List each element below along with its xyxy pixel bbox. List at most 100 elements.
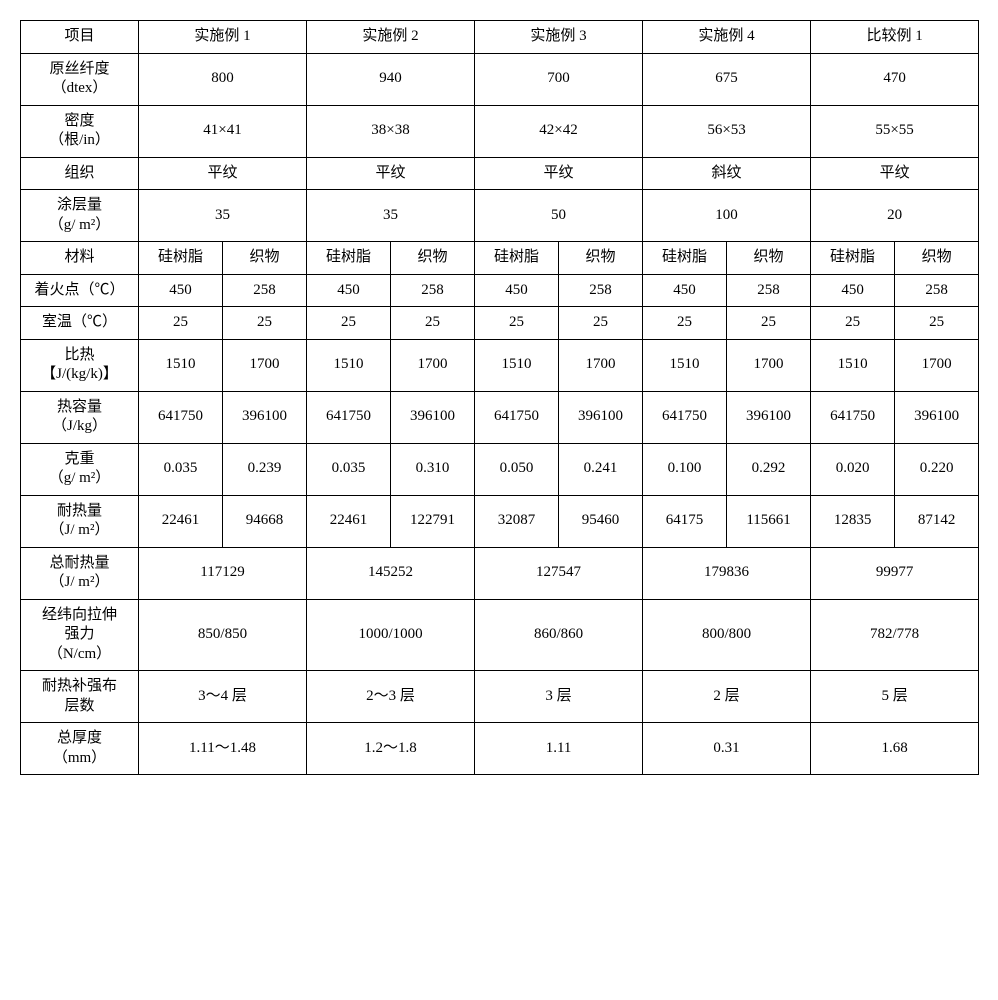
cell: 396100 (559, 391, 643, 443)
rowlabel-总耐热量: 总耐热量 （J/ m²） (21, 547, 139, 599)
cell: 1700 (727, 339, 811, 391)
rowlabel-密度: 密度 （根/in） (21, 105, 139, 157)
rowlabel-材料: 材料 (21, 242, 139, 275)
cell: 1.11～1.48 (139, 723, 307, 775)
cell: 斜纹 (643, 157, 811, 190)
cell: 1510 (475, 339, 559, 391)
cell: 95460 (559, 495, 643, 547)
cell: 1.2～1.8 (307, 723, 475, 775)
cell: 0.220 (895, 443, 979, 495)
row-密度: 密度 （根/in） 41×41 38×38 42×42 56×53 55×55 (21, 105, 979, 157)
subheader-硅树脂: 硅树脂 (475, 242, 559, 275)
cell: 470 (811, 53, 979, 105)
cell: 258 (223, 274, 307, 307)
cell: 99977 (811, 547, 979, 599)
cell: 0.310 (391, 443, 475, 495)
row-热容量: 热容量 （J/kg） 641750 396100 641750 396100 6… (21, 391, 979, 443)
rowlabel-热容量: 热容量 （J/kg） (21, 391, 139, 443)
subheader-硅树脂: 硅树脂 (139, 242, 223, 275)
cell: 25 (895, 307, 979, 340)
cell: 258 (895, 274, 979, 307)
header-实施例4: 实施例 4 (643, 21, 811, 54)
cell: 1510 (307, 339, 391, 391)
subheader-织物: 织物 (727, 242, 811, 275)
rowlabel-室温: 室温（℃） (21, 307, 139, 340)
cell: 179836 (643, 547, 811, 599)
cell: 3～4 层 (139, 671, 307, 723)
data-table: 项目 实施例 1 实施例 2 实施例 3 实施例 4 比较例 1 原丝纤度 （d… (20, 20, 979, 775)
header-实施例1: 实施例 1 (139, 21, 307, 54)
cell: 0.31 (643, 723, 811, 775)
cell: 450 (811, 274, 895, 307)
cell: 0.239 (223, 443, 307, 495)
cell: 22461 (307, 495, 391, 547)
row-总厚度: 总厚度 （mm） 1.11～1.48 1.2～1.8 1.11 0.31 1.6… (21, 723, 979, 775)
cell: 32087 (475, 495, 559, 547)
cell: 450 (643, 274, 727, 307)
cell: 940 (307, 53, 475, 105)
subheader-织物: 织物 (391, 242, 475, 275)
subheader-硅树脂: 硅树脂 (811, 242, 895, 275)
cell: 641750 (811, 391, 895, 443)
table-header-row: 项目 实施例 1 实施例 2 实施例 3 实施例 4 比较例 1 (21, 21, 979, 54)
cell: 5 层 (811, 671, 979, 723)
cell: 145252 (307, 547, 475, 599)
rowlabel-着火点: 着火点（℃） (21, 274, 139, 307)
row-克重: 克重 （g/ m²） 0.035 0.239 0.035 0.310 0.050… (21, 443, 979, 495)
cell: 122791 (391, 495, 475, 547)
cell: 1.11 (475, 723, 643, 775)
cell: 396100 (391, 391, 475, 443)
cell: 700 (475, 53, 643, 105)
header-实施例2: 实施例 2 (307, 21, 475, 54)
row-耐热量: 耐热量 （J/ m²） 22461 94668 22461 122791 320… (21, 495, 979, 547)
cell: 450 (475, 274, 559, 307)
cell: 56×53 (643, 105, 811, 157)
cell: 25 (811, 307, 895, 340)
cell: 25 (223, 307, 307, 340)
cell: 860/860 (475, 599, 643, 671)
header-比较例1: 比较例 1 (811, 21, 979, 54)
cell: 641750 (643, 391, 727, 443)
rowlabel-组织: 组织 (21, 157, 139, 190)
subheader-织物: 织物 (895, 242, 979, 275)
cell: 641750 (475, 391, 559, 443)
cell: 115661 (727, 495, 811, 547)
header-项目: 项目 (21, 21, 139, 54)
row-室温: 室温（℃） 25 25 25 25 25 25 25 25 25 25 (21, 307, 979, 340)
cell: 1700 (559, 339, 643, 391)
cell: 25 (727, 307, 811, 340)
cell: 25 (307, 307, 391, 340)
cell: 1700 (391, 339, 475, 391)
cell: 1700 (895, 339, 979, 391)
cell: 64175 (643, 495, 727, 547)
cell: 2 层 (643, 671, 811, 723)
cell: 782/778 (811, 599, 979, 671)
row-涂层量: 涂层量 （g/ m²） 35 35 50 100 20 (21, 190, 979, 242)
rowlabel-克重: 克重 （g/ m²） (21, 443, 139, 495)
rowlabel-总厚度: 总厚度 （mm） (21, 723, 139, 775)
cell: 396100 (895, 391, 979, 443)
cell: 0.292 (727, 443, 811, 495)
cell: 258 (559, 274, 643, 307)
cell: 450 (307, 274, 391, 307)
rowlabel-原丝纤度: 原丝纤度 （dtex） (21, 53, 139, 105)
cell: 38×38 (307, 105, 475, 157)
subheader-硅树脂: 硅树脂 (643, 242, 727, 275)
cell: 1.68 (811, 723, 979, 775)
cell: 25 (559, 307, 643, 340)
cell: 1510 (139, 339, 223, 391)
cell: 42×42 (475, 105, 643, 157)
cell: 25 (139, 307, 223, 340)
cell: 2～3 层 (307, 671, 475, 723)
row-材料: 材料 硅树脂 织物 硅树脂 织物 硅树脂 织物 硅树脂 织物 硅树脂 织物 (21, 242, 979, 275)
cell: 25 (475, 307, 559, 340)
cell: 396100 (223, 391, 307, 443)
row-着火点: 着火点（℃） 450 258 450 258 450 258 450 258 4… (21, 274, 979, 307)
cell: 850/850 (139, 599, 307, 671)
header-实施例3: 实施例 3 (475, 21, 643, 54)
cell: 12835 (811, 495, 895, 547)
cell: 127547 (475, 547, 643, 599)
cell: 1510 (643, 339, 727, 391)
cell: 641750 (139, 391, 223, 443)
cell: 1510 (811, 339, 895, 391)
